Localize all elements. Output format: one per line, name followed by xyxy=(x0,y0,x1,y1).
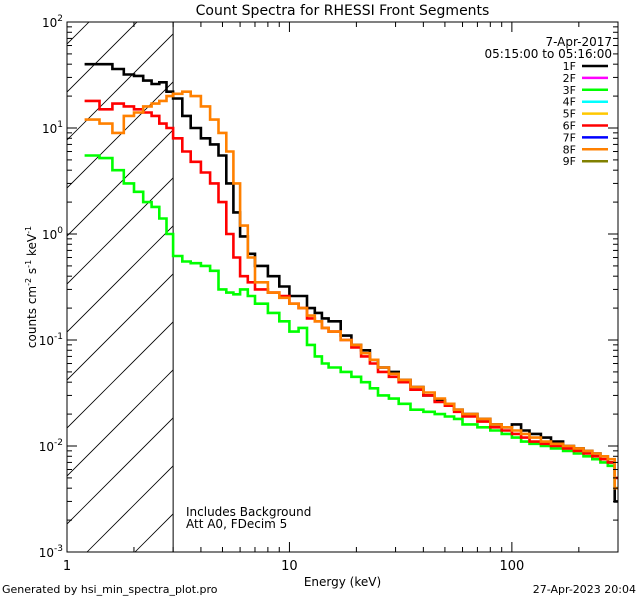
series-line-8f xyxy=(84,90,618,490)
x-tick-label: 1 xyxy=(63,559,71,574)
y-tick-label: 10-2 xyxy=(39,438,63,454)
hatch-line xyxy=(423,0,640,552)
hatch-line xyxy=(279,0,640,552)
x-tick-label: 100 xyxy=(499,559,524,574)
annotation-0: Includes Background xyxy=(186,505,311,519)
hatch-line xyxy=(231,0,640,552)
hatch-line xyxy=(67,81,174,189)
hatch-lines xyxy=(0,0,640,552)
x-tick-label: 10 xyxy=(281,559,298,574)
series-line-1f xyxy=(84,62,618,503)
y-axis-ticks: 10-3 10-2 10-1 100 101 102 xyxy=(39,14,618,560)
series-line-6f xyxy=(84,99,618,480)
hatch-line xyxy=(67,273,174,381)
hatch-line xyxy=(67,177,174,285)
y-tick-label: 10-3 xyxy=(39,544,63,560)
y-tick-label: 10-1 xyxy=(39,332,63,348)
footer-timestamp: 27-Apr-2023 20:04 xyxy=(532,583,636,596)
hatch-line xyxy=(615,0,640,552)
hatched-region xyxy=(0,0,640,552)
series-line-3f xyxy=(84,154,618,490)
x-axis-ticks: 1 10 100 xyxy=(63,22,619,574)
hatch-line xyxy=(375,0,640,552)
footer-generated-by: Generated by hsi_min_spectra_plot.pro xyxy=(2,583,218,596)
chart-title: Count Spectra for RHESSI Front Segments xyxy=(196,3,490,19)
y-tick-label: 100 xyxy=(42,226,63,242)
legend-label-3f: 3F xyxy=(563,84,576,97)
hatch-line xyxy=(67,369,174,477)
legend-label-9f: 9F xyxy=(563,155,576,168)
x-axis-label: Energy (keV) xyxy=(304,575,381,589)
legend-label-7f: 7F xyxy=(563,131,576,144)
chart-date: 7-Apr-2017 xyxy=(545,35,612,49)
y-axis-label: counts cm-2 s-1 keV-1 xyxy=(24,226,39,348)
legend-label-1f: 1F xyxy=(563,60,576,73)
hatch-line xyxy=(0,0,115,552)
chart-time-range: 05:15:00 to 05:16:00 xyxy=(485,47,612,61)
hatch-line xyxy=(327,0,640,552)
legend-label-8f: 8F xyxy=(563,143,576,156)
hatch-line xyxy=(67,129,174,237)
hatch-line xyxy=(519,0,640,552)
hatch-line xyxy=(567,0,640,552)
legend-label-5f: 5F xyxy=(563,108,576,121)
annotation-1: Att A0, FDecim 5 xyxy=(186,517,287,531)
series-group xyxy=(84,62,618,503)
legend-label-2f: 2F xyxy=(563,72,576,85)
y-tick-label: 102 xyxy=(42,14,63,30)
y-tick-label: 101 xyxy=(42,120,63,136)
hatch-line xyxy=(67,321,174,429)
hatch-line xyxy=(67,33,174,141)
hatch-line xyxy=(86,465,174,552)
legend-label-6f: 6F xyxy=(563,120,576,133)
legend-label-4f: 4F xyxy=(563,96,576,109)
plot-frame xyxy=(66,21,619,553)
hatch-line xyxy=(67,417,174,525)
